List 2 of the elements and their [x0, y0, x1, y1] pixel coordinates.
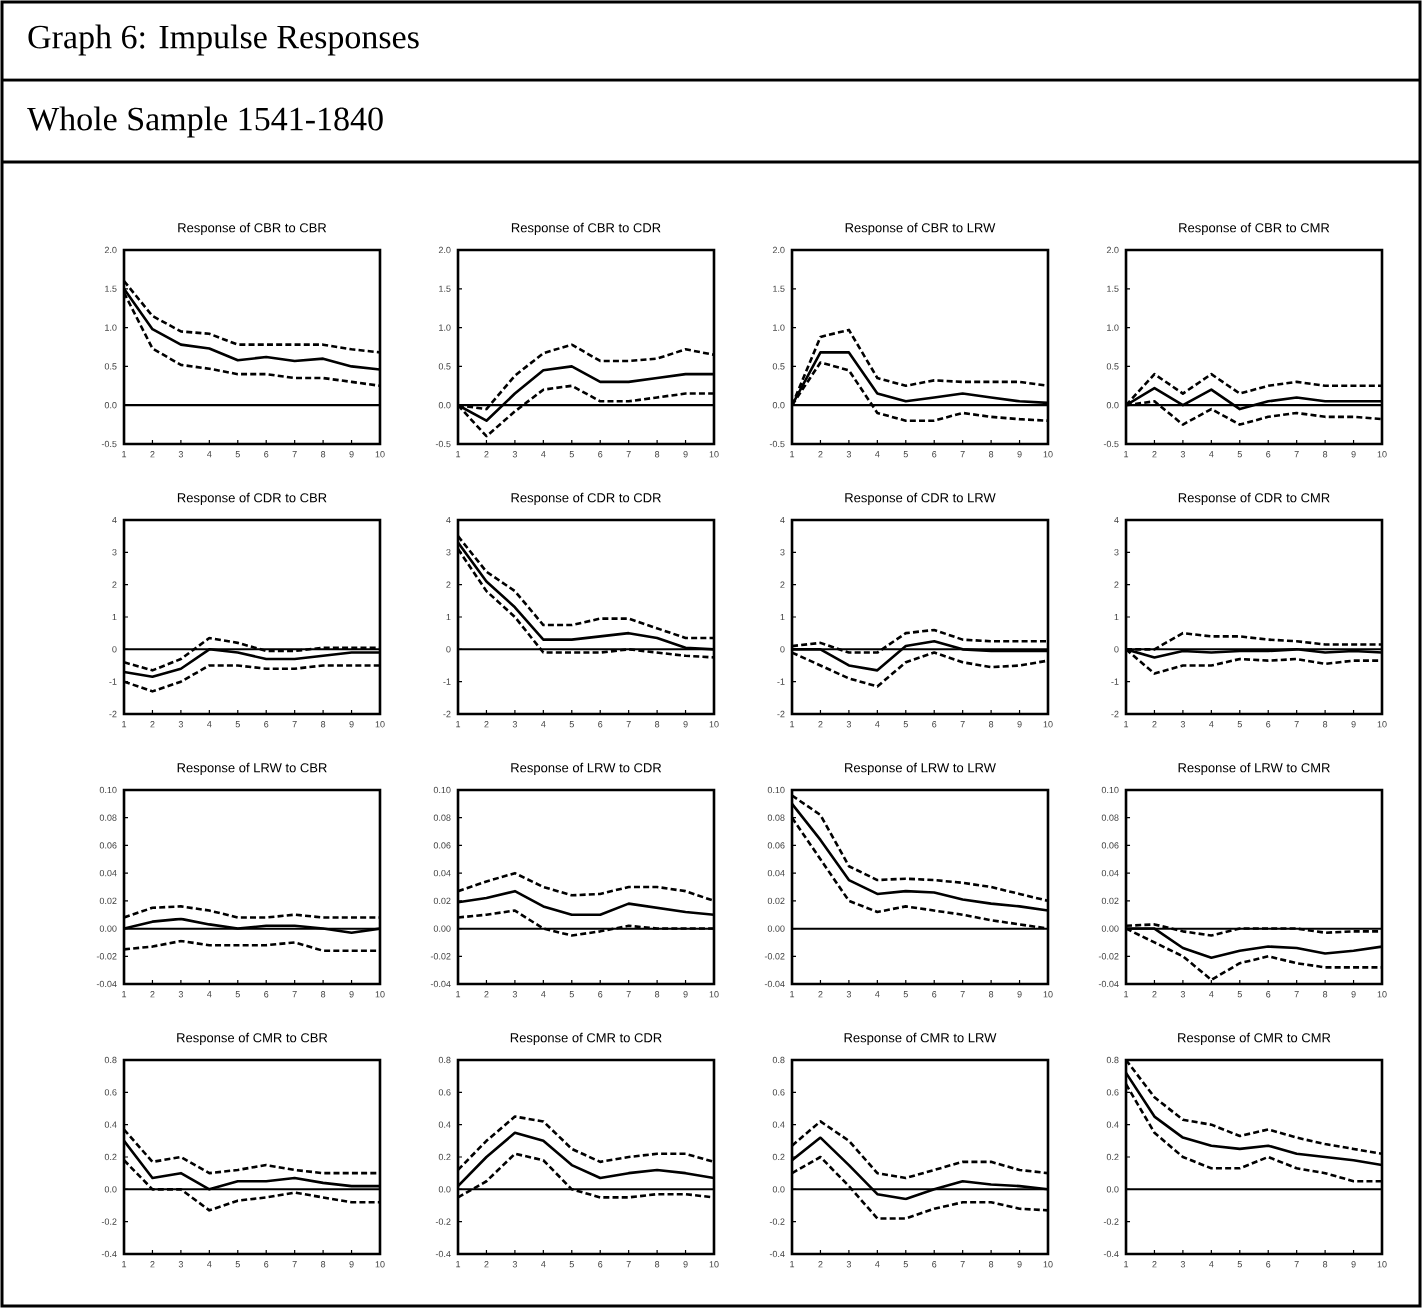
text: Graph 6: Impulse Responses — [28, 24, 419, 56]
text: Whole Sample 1541-1840 — [27, 106, 383, 138]
